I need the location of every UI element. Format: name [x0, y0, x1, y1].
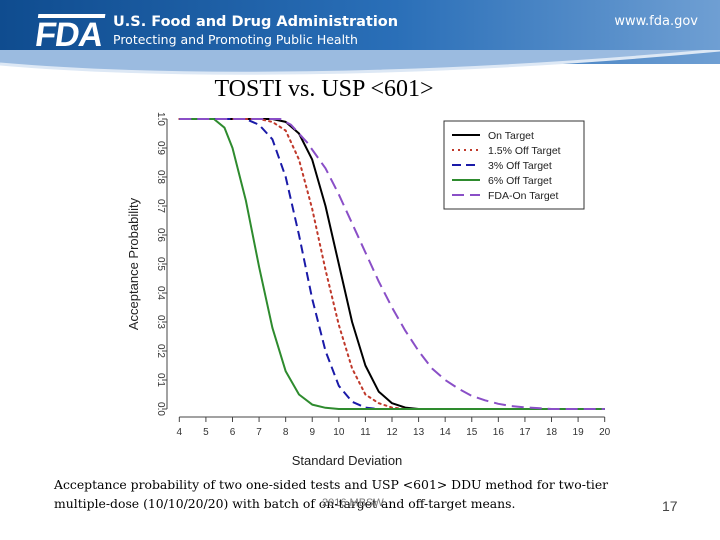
x-tick-label: 7	[256, 427, 262, 438]
y-tick-label: 0.4	[155, 286, 166, 300]
page-number: 17	[662, 498, 678, 514]
org-url: www.fda.gov	[614, 14, 698, 29]
y-tick-label: 0.6	[155, 228, 166, 242]
x-tick-label: 14	[440, 427, 452, 438]
x-axis-title: Standard Deviation	[292, 453, 403, 468]
slide-title: TOSTI vs. USP <601>	[214, 76, 434, 102]
org-name: U.S. Food and Drug Administration	[113, 14, 399, 30]
x-tick-label: 20	[599, 427, 611, 438]
y-tick-label: 0.0	[155, 402, 166, 416]
y-axis-title: Acceptance Probability	[126, 197, 141, 330]
x-tick-label: 11	[360, 427, 371, 438]
x-tick-label: 12	[386, 427, 398, 438]
legend-label: 1.5% Off Target	[488, 145, 561, 157]
x-tick-label: 17	[519, 427, 531, 438]
y-tick-label: 0.2	[155, 344, 166, 358]
x-tick-label: 5	[203, 427, 209, 438]
y-tick-label: 0.9	[155, 141, 166, 155]
legend-label: On Target	[488, 130, 534, 142]
acceptance-probability-chart: 0.0 0.1 0.2 0.3 0.4 0.5 0.6 0.7 0.8 0.9 1.0 4 5 6 7 8 9 1…	[126, 112, 611, 468]
header-curve-decoration	[0, 50, 720, 75]
x-tick-label: 19	[573, 427, 585, 438]
fda-logo: FDA	[32, 14, 106, 54]
series-line-6-off-target	[179, 118, 605, 410]
x-tick-label: 18	[546, 427, 558, 438]
x-tick-label: 6	[230, 427, 236, 438]
legend-label: 3% Off Target	[488, 160, 552, 172]
y-tick-label: 1.0	[155, 112, 166, 126]
legend-label: 6% Off Target	[488, 175, 552, 187]
y-tick-label: 0.8	[155, 170, 166, 184]
x-tick-label: 4	[177, 427, 183, 438]
footer-event-label: 2016 MBSW	[322, 497, 384, 509]
x-tick-label: 16	[493, 427, 505, 438]
y-tick-label: 0.3	[155, 315, 166, 329]
x-tick-label: 10	[333, 427, 345, 438]
x-tick-label: 9	[309, 427, 315, 438]
series-line-1-5-off-target	[178, 118, 606, 410]
y-tick-label: 0.1	[155, 373, 166, 387]
x-tick-label: 15	[466, 427, 478, 438]
slide-caption: Acceptance probability of two one-sided …	[54, 477, 609, 511]
x-tick-label: 8	[283, 427, 289, 438]
y-tick-label: 0.5	[155, 257, 166, 271]
y-tick-label: 0.7	[155, 199, 166, 213]
legend-label: FDA-On Target	[488, 190, 558, 202]
series-line-3-off-target	[179, 118, 605, 410]
x-tick-label: 13	[413, 427, 425, 438]
org-tagline: Protecting and Promoting Public Health	[113, 32, 358, 47]
series-line-fda-on-target	[179, 118, 605, 410]
